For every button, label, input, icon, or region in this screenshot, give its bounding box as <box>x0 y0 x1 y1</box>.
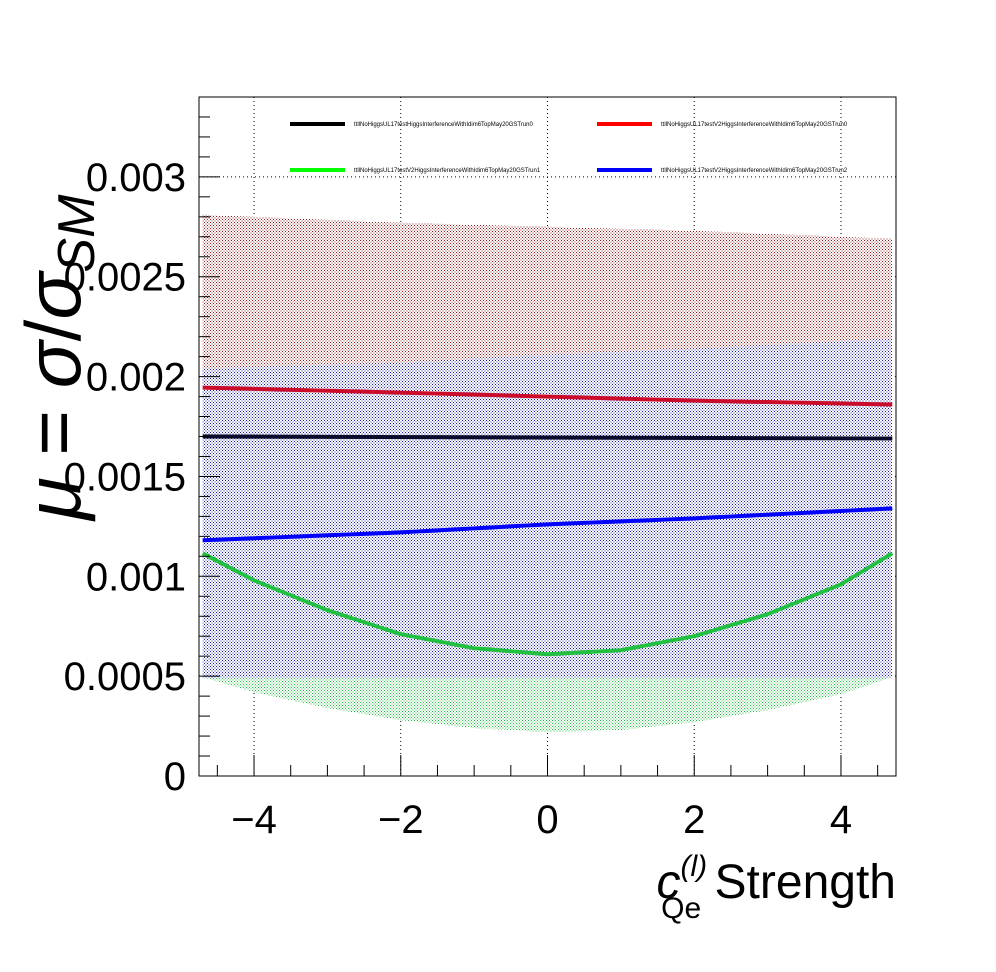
x-tick-labels: −4 −2 0 2 4 <box>231 798 852 842</box>
x-axis-title-base: c <box>657 856 681 909</box>
band-series-2 <box>202 677 893 733</box>
x-axis-title-suffix: Strength <box>701 856 896 909</box>
y-axis-title-mu: μ <box>9 477 97 522</box>
y-tick-labels: 0 0.0005 0.001 0.0015 0.002 0.0025 0.003 <box>64 156 186 799</box>
line-series-2 <box>201 551 894 657</box>
band-series-3 <box>202 338 893 679</box>
y-axis-title-slash: / <box>9 319 97 341</box>
legend-label-0: ttllNoHiggsUL17testHiggsInterferenceWith… <box>354 122 534 128</box>
y-tick-label: 0.0025 <box>64 256 186 300</box>
y-axis-title-num: σ <box>9 338 97 388</box>
x-axis-title-subscript: Qe <box>661 892 701 925</box>
x-tick-label: −2 <box>378 798 424 842</box>
line-series-3 <box>202 506 893 543</box>
x-tick-label: 4 <box>830 798 852 842</box>
y-axis-title-sub: SM <box>48 194 106 273</box>
x-tick-label: −4 <box>231 798 277 842</box>
legend-label-2: ttllNoHiggsUL17testV2HiggsInterferenceWi… <box>354 168 541 174</box>
line-series-0 <box>202 434 893 441</box>
y-tick-label: 0.001 <box>86 555 186 599</box>
x-tick-label: 0 <box>536 798 558 842</box>
x-tick-label: 2 <box>683 798 705 842</box>
y-tick-label: 0.0005 <box>64 655 186 699</box>
y-axis-title-den: σ <box>9 270 97 320</box>
legend-label-1: ttllNoHiggsUL17testV2HiggsInterferenceWi… <box>661 122 848 128</box>
legend: ttllNoHiggsUL17testHiggsInterferenceWith… <box>290 122 848 174</box>
y-tick-label: 0 <box>164 755 186 799</box>
y-tick-label: 0.002 <box>86 356 186 400</box>
y-tick-label: 0.0015 <box>64 455 186 499</box>
y-axis-title: μ = σ/σSM <box>9 194 106 522</box>
line-series-1 <box>202 385 893 407</box>
x-axis-title-superscript: (l) <box>681 850 708 883</box>
legend-label-3: ttllNoHiggsUL17testV2HiggsInterferenceWi… <box>661 168 848 174</box>
x-axis-title: c(l) Qe Strength <box>657 850 896 925</box>
y-axis-title-eq: = <box>9 388 97 477</box>
y-tick-label: 0.003 <box>86 156 186 200</box>
series-lines <box>201 385 894 657</box>
axis-ticks <box>199 116 879 776</box>
uncertainty-bands <box>202 214 893 733</box>
